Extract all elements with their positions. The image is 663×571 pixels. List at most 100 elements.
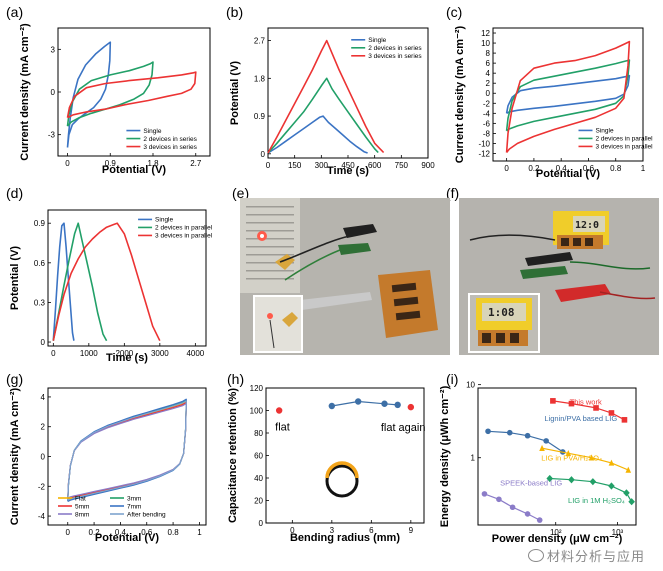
y-tick-label: 8 (486, 49, 491, 58)
x-tick-label: 0.4 (556, 164, 568, 173)
y-tick-label: -12 (478, 149, 490, 158)
legend-entry: 2 devices in series (368, 45, 422, 52)
x-tick-label: 0.2 (89, 528, 101, 537)
y-tick-label: 0 (41, 338, 46, 347)
x-axis-title: Power density (μW cm⁻²) (492, 533, 623, 545)
x-tick-label: 0 (66, 528, 71, 537)
x-tick-label: 450 (341, 161, 355, 170)
panel-letter-i: (i) (446, 371, 458, 387)
x-tick-label: 2000 (115, 349, 133, 358)
y-tick-label: 80 (254, 429, 263, 438)
y-tick-label: 10 (481, 39, 490, 48)
y-tick-label: 1.8 (254, 74, 266, 83)
bent-device-ring (325, 464, 359, 498)
marker-diamond (623, 489, 630, 497)
x-tick-label: 1.8 (147, 159, 159, 168)
y-tick-label: -10 (478, 139, 490, 148)
lig-electrode-1 (391, 282, 417, 293)
bent-device-illustration (325, 461, 359, 498)
x-axis-title: Potential (V) (102, 164, 167, 176)
y-tick-label: -4 (483, 109, 491, 118)
y-tick-label: 2 (41, 423, 46, 432)
chart-d-gcd-parallel: 0 1000 2000 3000 4000 0 0.3 0.6 0.9 Time (s) Poten… (9, 209, 213, 364)
x-tick-label: 300 (315, 161, 329, 170)
series-line-2-devices-in-parallel (52, 222, 108, 342)
series-label: LIG in PVA/H₂SO₄ (541, 454, 602, 463)
marker-square (621, 417, 628, 423)
marker-diamond (608, 482, 615, 490)
marker-square (608, 410, 615, 416)
timer-display: 12:0 (575, 220, 599, 231)
marker-circle (536, 517, 543, 523)
series-label: SPEEK-based LIG (500, 478, 562, 487)
series-label: This work (570, 397, 602, 406)
series-line-single (52, 222, 75, 341)
data-point-bending (328, 402, 336, 410)
x-tick-label: 3000 (151, 349, 169, 358)
y-tick-label: 0 (259, 519, 264, 528)
x-axis-title: Bending radius (mm) (290, 532, 400, 544)
legend-entry: 7mm (127, 503, 141, 510)
clip-red-f (555, 284, 611, 302)
y-tick-label: 4 (41, 393, 46, 402)
x-tick-label: 750 (395, 161, 409, 170)
legend-entry: 3 devices in parallel (596, 144, 654, 151)
y-tick-label: 0.9 (254, 112, 266, 121)
legend-entry: 3 devices in series (143, 144, 197, 151)
x-tick-label: 0.2 (528, 164, 540, 173)
marker-triangle (608, 459, 615, 466)
series-line-single (66, 41, 112, 148)
marker-diamond (568, 476, 575, 484)
legend-entry: 2 devices in series (143, 136, 197, 143)
inset-timer-display: 1:08 (488, 306, 515, 319)
x-tick-label: 0.6 (583, 164, 595, 173)
x-tick-label: 0 (504, 164, 509, 173)
series-line-2-devices-in-series (267, 77, 379, 154)
y-tick-label: 3 (51, 45, 56, 54)
marker-square (550, 398, 556, 404)
panel-letter-h: (h) (227, 371, 244, 387)
legend-entry: Single (596, 128, 614, 135)
y-axis-title: Current density (mA cm⁻²) (454, 25, 466, 163)
photo-f-timer-demo: 12:0 1:08 (459, 198, 659, 355)
marker-diamond (628, 498, 635, 506)
marker-circle (509, 504, 516, 511)
y-tick-label: 20 (254, 497, 263, 506)
x-tick-label: 0 (290, 526, 295, 535)
x-tick-label: 9 (409, 526, 414, 535)
watermark: 材料分析与应用 (527, 546, 645, 565)
plot-frame (47, 209, 207, 347)
panel-letter-f: (f) (446, 185, 459, 201)
y-tick-label: -8 (483, 129, 491, 138)
series-line-8mm (67, 403, 187, 499)
y-tick-label: 10 (466, 381, 475, 390)
y-tick-label: -3 (48, 131, 56, 140)
x-tick-label: 0.8 (610, 164, 622, 173)
data-point-bending (354, 398, 362, 405)
marker-circle (524, 432, 531, 439)
series-label: LIG in 1M H₂SO₄ (568, 496, 625, 505)
x-tick-label: 4000 (186, 349, 204, 358)
legend-entry: 3mm (127, 495, 141, 502)
series-label: Lignin/PVA based LIG (544, 414, 617, 423)
marker-triangle (565, 449, 572, 457)
legend-entry: 2 devices in parallel (596, 136, 654, 143)
y-axis-title: Capacitance retention (%) (227, 388, 239, 523)
chart-b-gcd-series: 0 150 300 450 600 750 900 0 0.9 1.8 2.7 Time (s) Pot… (229, 27, 435, 177)
panel-letter-e: (e) (232, 185, 249, 201)
series-line-2-devices-in-series (66, 61, 154, 127)
x-tick-label: 600 (368, 161, 382, 170)
marker-circle (496, 496, 502, 503)
breadboard-holes (246, 206, 294, 280)
x-tick-label: 900 (421, 161, 435, 170)
chart-h-capacitance-retention: 0 3 6 9 0 20 40 60 80 100 120 Bending radius (mm) Ca… (227, 384, 425, 544)
chart-c-cv-parallel: 0 0.2 0.4 0.6 0.8 1-12-10-8-6-4-2024681012Pot… (454, 25, 653, 180)
y-axis-title: Potential (V) (229, 61, 241, 126)
y-tick-label: 1 (471, 454, 476, 463)
marker-square (568, 400, 575, 407)
legend-entry: Single (368, 37, 386, 44)
marker-triangle (625, 466, 632, 473)
series-line-2-devices-in-parallel (505, 59, 631, 132)
x-tick-label: 0 (65, 159, 70, 168)
lig-electrode-2 (393, 296, 419, 307)
